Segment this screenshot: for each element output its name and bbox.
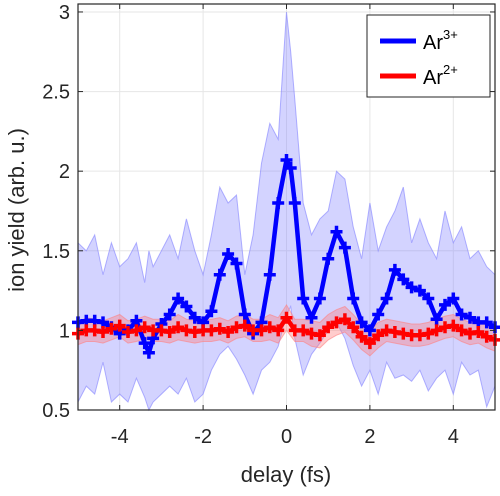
data-point-ar2 bbox=[447, 319, 460, 332]
data-point-ar2 bbox=[330, 316, 343, 329]
legend-entry-ar3: Ar3+ bbox=[380, 27, 458, 54]
data-point-ar3 bbox=[338, 241, 351, 254]
data-point-ar3 bbox=[405, 281, 418, 294]
data-point-ar2 bbox=[263, 321, 276, 334]
x-axis-label: delay (fs) bbox=[241, 462, 331, 487]
data-point-ar3 bbox=[464, 311, 476, 324]
data-point-ar3 bbox=[263, 268, 276, 281]
data-point-ar3 bbox=[380, 292, 393, 305]
data-point-ar2 bbox=[355, 330, 368, 343]
data-point-ar2 bbox=[472, 326, 485, 338]
data-point-ar3 bbox=[413, 284, 426, 297]
legend-box bbox=[366, 14, 491, 98]
data-point-ar2 bbox=[130, 324, 143, 337]
data-point-ar2 bbox=[138, 321, 151, 334]
data-point-ar2 bbox=[280, 311, 293, 324]
data-point-ar3 bbox=[284, 162, 297, 174]
data-point-ar3 bbox=[455, 308, 468, 321]
data-point-ar2 bbox=[322, 321, 335, 334]
data-point-ar2 bbox=[255, 324, 268, 337]
data-point-ar2 bbox=[430, 324, 443, 337]
data-point-ar3 bbox=[205, 305, 218, 318]
y-tick-label: 1 bbox=[59, 320, 70, 342]
data-point-ar3 bbox=[288, 197, 301, 209]
data-point-ar2 bbox=[113, 319, 126, 332]
y-tick-label: 2.5 bbox=[42, 82, 70, 104]
data-point-ar3 bbox=[347, 292, 360, 305]
data-point-ar3 bbox=[230, 257, 243, 270]
data-point-ar2 bbox=[213, 322, 226, 335]
legend-label-ar2: Ar2+ bbox=[423, 62, 458, 89]
data-point-ar2 bbox=[338, 313, 351, 326]
data-point-ar2 bbox=[372, 329, 385, 342]
y-tick-label: 0.5 bbox=[42, 400, 70, 422]
data-point-ar3 bbox=[330, 225, 343, 238]
y-tick-label: 2 bbox=[59, 161, 70, 183]
data-point-ar2 bbox=[480, 330, 493, 343]
data-point-ar2 bbox=[105, 322, 118, 335]
data-point-ar3 bbox=[480, 316, 493, 329]
data-point-ar2 bbox=[313, 329, 326, 342]
x-tick-label: 0 bbox=[281, 426, 292, 448]
data-point-ar3 bbox=[238, 308, 251, 321]
data-point-ar3 bbox=[305, 311, 318, 324]
data-point-ar3 bbox=[180, 300, 193, 313]
data-point-ar2 bbox=[455, 324, 468, 337]
legend-label-ar3: Ar3+ bbox=[423, 27, 458, 54]
data-point-ar2 bbox=[222, 326, 235, 338]
data-point-ar3 bbox=[439, 298, 451, 311]
legend-entry-ar2: Ar2+ bbox=[380, 62, 458, 89]
axes bbox=[77, 3, 496, 411]
x-tick-label: 4 bbox=[448, 426, 459, 448]
data-point-ar3 bbox=[355, 316, 368, 329]
data-point-ar2 bbox=[363, 337, 376, 350]
data-point-ar3 bbox=[272, 197, 285, 209]
data-point-ar3 bbox=[430, 313, 443, 326]
y-axis-label: ion yield (arb. u.) bbox=[4, 128, 29, 292]
x-tick-label: 2 bbox=[364, 426, 375, 448]
x-tick-label: -2 bbox=[194, 426, 212, 448]
data-point-ar2 bbox=[272, 324, 285, 337]
tick-labels: -4 -2 0 2 4 0.5 1 1.5 2 2.5 3 bbox=[42, 2, 459, 448]
data-point-ar3 bbox=[163, 308, 176, 321]
data-point-ar2 bbox=[422, 327, 435, 340]
data-point-ar2 bbox=[238, 319, 251, 332]
data-point-ar3 bbox=[188, 311, 201, 324]
data-point-ar3 bbox=[388, 263, 401, 276]
data-point-ar2 bbox=[297, 324, 310, 337]
data-point-ar3 bbox=[313, 292, 326, 305]
data-point-ar3 bbox=[397, 273, 410, 286]
data-point-ar3 bbox=[322, 252, 335, 265]
data-point-ar3 bbox=[372, 308, 385, 321]
data-point-ar3 bbox=[172, 292, 185, 305]
data-point-ar2 bbox=[347, 321, 360, 334]
data-point-ar2 bbox=[97, 326, 109, 338]
legend: Ar3+ Ar2+ bbox=[366, 14, 491, 98]
data-point-ar3 bbox=[280, 154, 293, 166]
data-point-ar3 bbox=[447, 292, 460, 305]
data-point-ar3 bbox=[363, 324, 376, 337]
y-tick-label: 3 bbox=[59, 2, 70, 24]
y-tick-label: 1.5 bbox=[42, 241, 70, 263]
data-point-ar3 bbox=[138, 337, 151, 350]
data-point-ar2 bbox=[163, 326, 176, 338]
x-tick-label: -4 bbox=[111, 426, 129, 448]
data-point-ar2 bbox=[172, 321, 185, 334]
data-point-ar3 bbox=[142, 346, 155, 359]
data-point-ar3 bbox=[222, 248, 235, 260]
data-point-ar3 bbox=[297, 292, 310, 305]
data-point-ar3 bbox=[213, 268, 226, 281]
data-point-ar3 bbox=[422, 292, 435, 305]
